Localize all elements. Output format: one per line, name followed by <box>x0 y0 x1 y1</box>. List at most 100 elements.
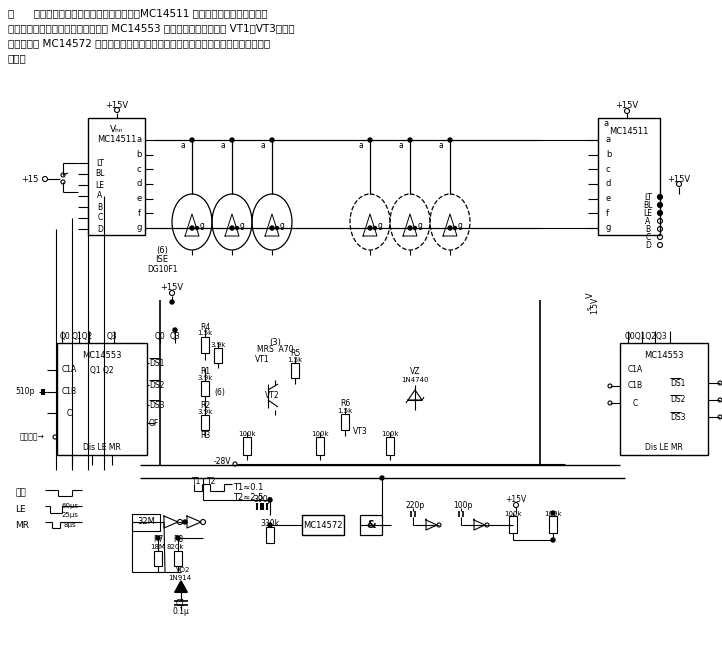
Text: 100k: 100k <box>311 431 329 437</box>
Circle shape <box>551 538 555 542</box>
Circle shape <box>658 195 662 199</box>
Text: LT: LT <box>96 158 104 167</box>
Text: T1: T1 <box>192 476 201 485</box>
Circle shape <box>368 138 372 142</box>
Text: DS1: DS1 <box>670 378 685 387</box>
Text: T2≈2.5: T2≈2.5 <box>232 493 264 502</box>
Circle shape <box>190 226 194 230</box>
Bar <box>291 363 299 378</box>
Text: DS3: DS3 <box>149 400 165 410</box>
Text: A: A <box>645 217 651 225</box>
Bar <box>57 343 147 455</box>
Circle shape <box>270 226 274 230</box>
Text: g: g <box>417 221 422 230</box>
Text: +15V: +15V <box>105 101 129 110</box>
Text: R8: R8 <box>173 535 183 545</box>
Text: Q0: Q0 <box>155 332 165 341</box>
Text: MR: MR <box>15 520 29 530</box>
Bar <box>174 551 182 566</box>
Text: 1N914: 1N914 <box>168 575 191 581</box>
Circle shape <box>658 203 662 207</box>
Text: e: e <box>606 194 612 203</box>
Text: DS2: DS2 <box>670 395 685 404</box>
Text: VT2: VT2 <box>265 391 279 400</box>
Text: Vₕₙ: Vₕₙ <box>110 125 123 134</box>
Text: V: V <box>586 292 594 298</box>
Text: d: d <box>136 180 142 188</box>
Text: LE: LE <box>15 506 25 515</box>
Text: e: e <box>136 194 142 203</box>
Text: 100p: 100p <box>453 502 473 511</box>
Text: 1N4740: 1N4740 <box>401 377 429 383</box>
Text: A: A <box>97 191 103 201</box>
Text: a: a <box>606 136 611 145</box>
Text: D: D <box>645 241 651 249</box>
Circle shape <box>190 138 194 142</box>
Text: Q1Q2: Q1Q2 <box>72 332 93 341</box>
Text: C: C <box>66 408 71 417</box>
Circle shape <box>196 227 199 230</box>
Text: +15: +15 <box>22 175 39 184</box>
Text: B: B <box>97 202 103 212</box>
Text: C: C <box>645 232 651 241</box>
Bar <box>341 414 349 430</box>
Text: a: a <box>261 140 266 149</box>
Text: Q1 Q2: Q1 Q2 <box>90 367 114 376</box>
Text: BL: BL <box>95 169 105 178</box>
Text: LT: LT <box>644 193 652 201</box>
Text: 1.5k: 1.5k <box>337 408 352 414</box>
Text: d: d <box>606 180 612 188</box>
Text: 3.9k: 3.9k <box>210 342 226 348</box>
Circle shape <box>368 226 372 230</box>
Circle shape <box>173 328 177 332</box>
Text: VT3: VT3 <box>352 428 367 437</box>
Circle shape <box>408 226 412 230</box>
Text: a: a <box>604 119 609 127</box>
Text: 3.9k: 3.9k <box>197 375 213 381</box>
Text: 禁止: 禁止 <box>15 489 26 498</box>
Bar <box>266 527 274 543</box>
Bar <box>316 437 324 455</box>
Text: R3: R3 <box>200 432 210 441</box>
Text: MC14572: MC14572 <box>303 520 343 530</box>
Text: 100k: 100k <box>381 431 399 437</box>
Text: 510p: 510p <box>16 387 35 397</box>
Text: 220p: 220p <box>405 502 425 511</box>
Bar <box>201 337 209 353</box>
Text: -28V: -28V <box>213 456 231 465</box>
Text: R7: R7 <box>153 535 163 545</box>
Circle shape <box>551 511 555 515</box>
Circle shape <box>156 536 160 540</box>
Bar <box>132 514 160 531</box>
Text: a: a <box>221 140 225 149</box>
Text: DS2: DS2 <box>149 380 165 389</box>
Text: 1.5k: 1.5k <box>197 330 212 336</box>
Text: VD2: VD2 <box>176 567 190 573</box>
Bar <box>598 118 660 235</box>
Text: ISE: ISE <box>155 256 168 265</box>
Text: DS1: DS1 <box>149 358 165 367</box>
Text: g: g <box>136 223 142 232</box>
Text: a: a <box>399 140 404 149</box>
Text: c: c <box>606 165 611 174</box>
Circle shape <box>183 520 187 524</box>
Text: 18M: 18M <box>150 544 165 550</box>
Text: C1B: C1B <box>61 387 77 397</box>
Text: s: s <box>587 306 593 310</box>
Text: a: a <box>359 140 363 149</box>
Bar <box>509 516 517 533</box>
Text: f: f <box>137 209 141 218</box>
Text: +15V: +15V <box>160 284 183 293</box>
Text: T1≈0.1: T1≈0.1 <box>232 482 264 491</box>
Text: T2: T2 <box>207 476 217 485</box>
Text: 1.5k: 1.5k <box>287 357 303 363</box>
Circle shape <box>414 227 417 230</box>
Text: VZ: VZ <box>410 367 420 376</box>
Text: g: g <box>606 223 612 232</box>
Text: Q0: Q0 <box>60 332 71 341</box>
Bar <box>201 381 209 396</box>
Text: a: a <box>136 136 142 145</box>
Text: MC14511: MC14511 <box>609 127 648 136</box>
Text: 820k: 820k <box>166 544 184 550</box>
Text: c: c <box>136 165 142 174</box>
